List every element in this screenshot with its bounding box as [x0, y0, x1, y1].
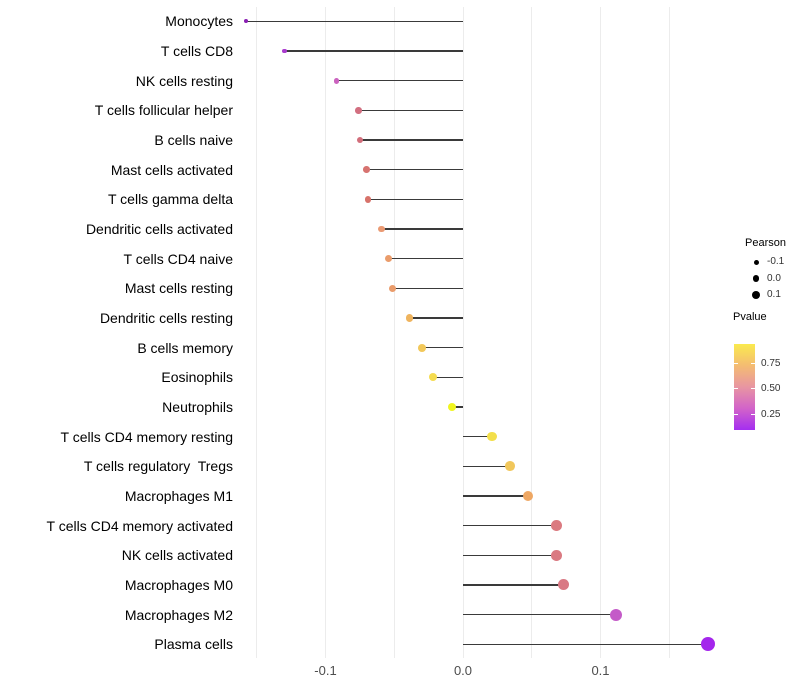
lollipop-dot — [378, 225, 386, 233]
lollipop-stem — [358, 109, 463, 112]
lollipop-dot — [405, 314, 414, 322]
lollipop-stem — [388, 257, 463, 260]
category-label: Monocytes — [165, 13, 233, 30]
lollipop-dot — [487, 431, 497, 442]
size-legend-dot — [752, 291, 760, 299]
category-label: Neutrophils — [162, 398, 233, 415]
lollipop-stem — [284, 50, 463, 52]
gridline — [325, 6, 326, 658]
category-label: Mast cells resting — [124, 280, 233, 297]
lollipop-stem — [463, 584, 564, 586]
size-legend-dot — [752, 275, 760, 282]
lollipop-stem — [421, 346, 463, 349]
category-label: T cells CD8 — [160, 43, 233, 60]
lollipop-dot — [281, 48, 287, 54]
size-legend-dot — [753, 259, 759, 265]
colorbar-tick-mark — [734, 362, 738, 364]
category-label: T cells CD4 naive — [123, 250, 233, 267]
lollipop-stem — [368, 198, 463, 201]
colorbar-tick-mark — [734, 413, 738, 415]
lollipop-dot — [364, 196, 372, 203]
category-label: T cells follicular helper — [94, 102, 233, 119]
category-label: Dendritic cells activated — [85, 221, 233, 238]
colorbar-tick-label: 0.75 — [761, 357, 781, 369]
lollipop-stem — [463, 613, 616, 616]
lollipop-dot — [551, 520, 562, 531]
category-label: Mast cells activated — [110, 161, 233, 178]
lollipop-dot — [389, 284, 397, 292]
lollipop-stem — [463, 643, 708, 645]
lollipop-dot — [447, 402, 457, 412]
category-label: T cells CD4 memory resting — [60, 428, 233, 445]
lollipop-dot — [504, 461, 515, 472]
lollipop-stem — [392, 287, 463, 290]
lollipop-stem — [381, 228, 463, 230]
category-label: T cells gamma delta — [107, 191, 233, 208]
size-legend-label: -0.1 — [767, 256, 785, 267]
category-label: Macrophages M2 — [124, 606, 233, 623]
category-label: T cells CD4 memory activated — [46, 517, 233, 534]
lollipop-stem — [452, 406, 463, 408]
colorbar-tick-mark — [751, 362, 755, 364]
lollipop-dot — [609, 608, 622, 621]
lollipop-stem — [359, 139, 463, 141]
category-label: T cells regulatory Tregs — [83, 458, 233, 475]
gridline — [256, 6, 258, 658]
category-label: Macrophages M0 — [124, 576, 233, 593]
category-label: B cells naive — [154, 132, 233, 149]
lollipop-stem — [463, 495, 528, 497]
size-legend-label: 0.0 — [767, 272, 781, 284]
lollipop-dot — [700, 637, 715, 652]
x-tick-label: 0.1 — [591, 663, 610, 678]
colorbar-tick-label: 0.50 — [761, 382, 781, 394]
lollipop-dot — [551, 549, 562, 561]
category-label: B cells memory — [137, 339, 233, 356]
lollipop-dot — [385, 255, 393, 263]
lollipop-stem — [409, 317, 463, 319]
lollipop-dot — [333, 77, 340, 84]
lollipop-dot — [355, 107, 362, 114]
category-label: Eosinophils — [161, 369, 233, 386]
lollipop-stem — [463, 554, 557, 556]
category-label: Plasma cells — [154, 636, 233, 653]
gridline — [393, 6, 395, 658]
x-tick-label: -0.1 — [314, 663, 337, 678]
lollipop-stem — [463, 435, 492, 438]
lollipop-dot — [428, 373, 437, 382]
size-legend-label: 0.1 — [767, 289, 781, 300]
pvalue-colorbar — [734, 344, 755, 430]
colorbar-tick-mark — [751, 387, 755, 389]
pearson-legend-title: Pearson — [745, 237, 786, 249]
lollipop-stem — [245, 20, 463, 23]
colorbar-tick-mark — [751, 413, 755, 415]
lollipop-dot — [243, 19, 248, 24]
gridline — [462, 6, 464, 658]
lollipop-stem — [432, 376, 463, 378]
category-label: Macrophages M1 — [124, 487, 233, 504]
lollipop-stem — [336, 80, 463, 82]
gridline — [531, 6, 533, 658]
gridline — [600, 6, 601, 658]
colorbar-tick-mark — [734, 387, 738, 389]
lollipop-stem — [463, 465, 510, 467]
lollipop-stem — [366, 169, 463, 171]
pvalue-legend-title: Pvalue — [733, 311, 767, 323]
lollipop-dot — [557, 579, 569, 591]
lollipop-dot — [522, 490, 533, 501]
lollipop-dot — [356, 136, 364, 144]
category-label: NK cells resting — [135, 72, 233, 89]
colorbar-tick-label: 0.25 — [761, 408, 781, 420]
lollipop-stem — [463, 524, 557, 527]
lollipop-dot — [417, 343, 426, 352]
x-tick-label: 0.0 — [453, 663, 473, 678]
category-label: Dendritic cells resting — [99, 309, 233, 326]
category-label: NK cells activated — [121, 547, 233, 564]
gridline — [668, 6, 670, 658]
lollipop-dot — [363, 166, 371, 173]
